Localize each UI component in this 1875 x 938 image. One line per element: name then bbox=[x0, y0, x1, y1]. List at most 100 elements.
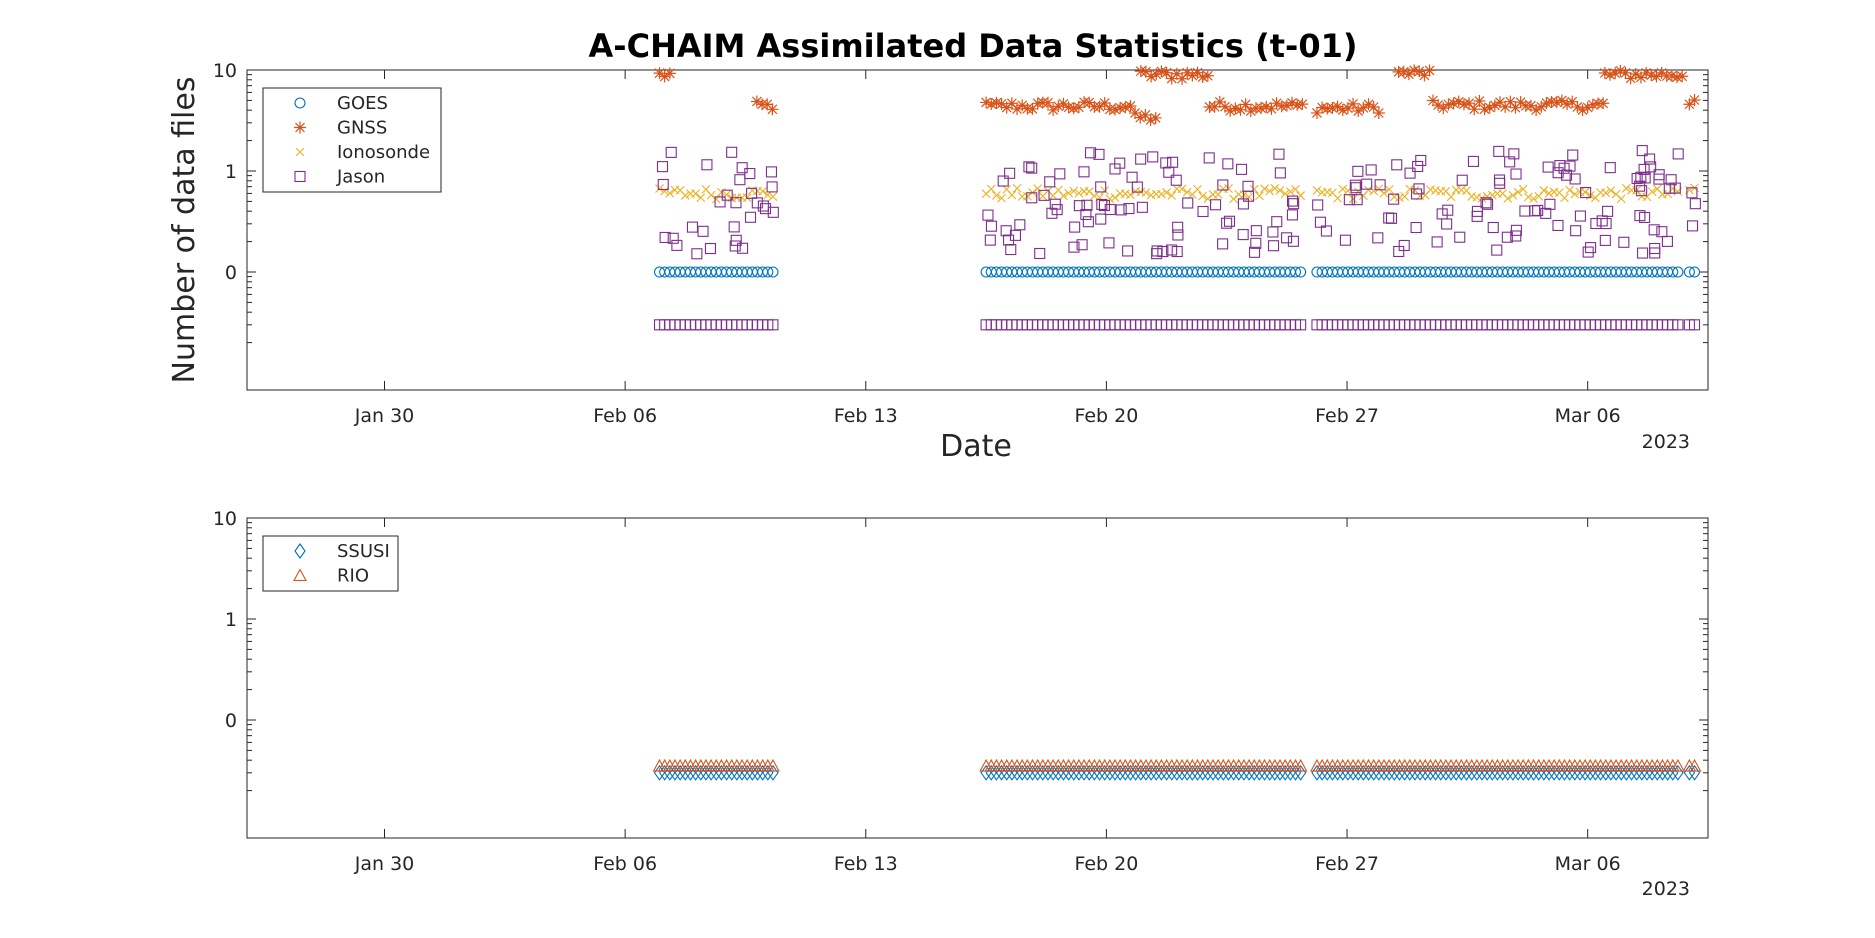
series-ssusi bbox=[653, 764, 1701, 781]
data-point bbox=[667, 232, 679, 244]
data-point bbox=[1665, 174, 1677, 186]
data-point bbox=[1177, 184, 1187, 194]
legend-box bbox=[262, 87, 442, 193]
data-point bbox=[1462, 186, 1471, 195]
data-point bbox=[1064, 188, 1073, 198]
chart-title: A-CHAIM Assimilated Data Statistics (t-0… bbox=[589, 27, 1358, 65]
data-point bbox=[1176, 764, 1188, 781]
data-point bbox=[1393, 764, 1406, 781]
data-point bbox=[1286, 209, 1298, 221]
legend-label: Jason bbox=[336, 167, 385, 188]
data-point bbox=[1186, 764, 1199, 781]
data-point bbox=[1191, 66, 1204, 79]
data-point bbox=[1522, 764, 1535, 781]
data-point bbox=[1099, 764, 1111, 781]
data-point bbox=[736, 764, 748, 781]
data-point bbox=[1073, 200, 1085, 212]
data-point bbox=[1567, 149, 1579, 161]
y-tick-label: 0 bbox=[225, 262, 237, 284]
data-point bbox=[1023, 161, 1035, 173]
data-point bbox=[1007, 190, 1017, 200]
data-point bbox=[1646, 764, 1658, 781]
data-point bbox=[1141, 188, 1151, 197]
data-point bbox=[1599, 234, 1611, 246]
data-point bbox=[1144, 114, 1157, 127]
data-point bbox=[1291, 98, 1304, 111]
data-point bbox=[1604, 68, 1617, 81]
data-point bbox=[1033, 184, 1043, 193]
data-point bbox=[1688, 266, 1701, 278]
data-point bbox=[1580, 187, 1590, 197]
data-point bbox=[1467, 155, 1480, 167]
data-point bbox=[1408, 64, 1421, 77]
data-point bbox=[744, 168, 756, 180]
data-point bbox=[1457, 98, 1470, 111]
data-point bbox=[1265, 186, 1275, 196]
data-point bbox=[1569, 173, 1581, 185]
data-point bbox=[767, 266, 779, 278]
data-point bbox=[1423, 64, 1436, 77]
data-point bbox=[1579, 764, 1591, 781]
data-point bbox=[1279, 764, 1291, 781]
data-point bbox=[1645, 161, 1657, 173]
data-point bbox=[1264, 764, 1276, 781]
data-point bbox=[1569, 764, 1581, 781]
data-point bbox=[1068, 764, 1080, 781]
data-point bbox=[689, 764, 702, 781]
y-tick-label: 10 bbox=[213, 508, 237, 530]
data-point bbox=[984, 234, 996, 246]
data-point bbox=[1255, 102, 1268, 115]
data-point bbox=[1287, 195, 1299, 207]
data-point bbox=[762, 266, 774, 278]
data-point bbox=[1193, 184, 1202, 194]
data-point bbox=[1372, 107, 1385, 120]
data-point bbox=[1570, 225, 1582, 237]
data-point bbox=[1683, 98, 1696, 111]
legend-label: GNSS bbox=[337, 118, 387, 139]
data-point bbox=[1044, 176, 1056, 188]
data-point bbox=[1083, 764, 1095, 781]
data-point bbox=[1191, 764, 1204, 781]
data-point bbox=[1631, 172, 1643, 185]
data-point bbox=[1618, 236, 1630, 248]
data-point bbox=[660, 186, 670, 196]
data-point bbox=[1404, 167, 1416, 179]
y-axis-label: Number of data files bbox=[167, 77, 202, 384]
data-point bbox=[1362, 98, 1375, 111]
data-point bbox=[1311, 764, 1323, 781]
data-point bbox=[1011, 103, 1024, 116]
data-point bbox=[1499, 100, 1512, 113]
data-point bbox=[1129, 106, 1142, 119]
legend-label: RIO bbox=[337, 566, 369, 587]
data-point bbox=[1419, 764, 1431, 781]
x-tick-label: Feb 06 bbox=[593, 853, 657, 875]
data-point bbox=[1455, 764, 1468, 781]
data-point bbox=[1078, 764, 1090, 781]
y-tick-label: 10 bbox=[213, 60, 237, 82]
data-point bbox=[1645, 69, 1658, 82]
data-point bbox=[658, 70, 671, 83]
data-point bbox=[1383, 764, 1395, 781]
data-point bbox=[1208, 100, 1221, 113]
x-tick-label: Jan 30 bbox=[354, 853, 415, 875]
data-point bbox=[1054, 168, 1066, 180]
data-point bbox=[1135, 764, 1147, 781]
legend: GOES GNSS Ionosonde Jason bbox=[262, 87, 442, 193]
data-point bbox=[985, 220, 997, 232]
data-point bbox=[1289, 764, 1302, 781]
data-point bbox=[1463, 97, 1476, 110]
data-point bbox=[1473, 95, 1486, 108]
data-point bbox=[1237, 229, 1249, 241]
data-point bbox=[1486, 764, 1498, 781]
data-point bbox=[1429, 764, 1442, 781]
data-point bbox=[1655, 66, 1668, 79]
data-point bbox=[1465, 764, 1478, 781]
data-point bbox=[1155, 764, 1168, 781]
data-point bbox=[1397, 65, 1410, 78]
data-point bbox=[1362, 764, 1375, 781]
data-point bbox=[990, 764, 1003, 781]
data-point bbox=[1478, 103, 1491, 116]
data-point bbox=[1046, 207, 1058, 219]
data-point bbox=[1527, 764, 1540, 781]
